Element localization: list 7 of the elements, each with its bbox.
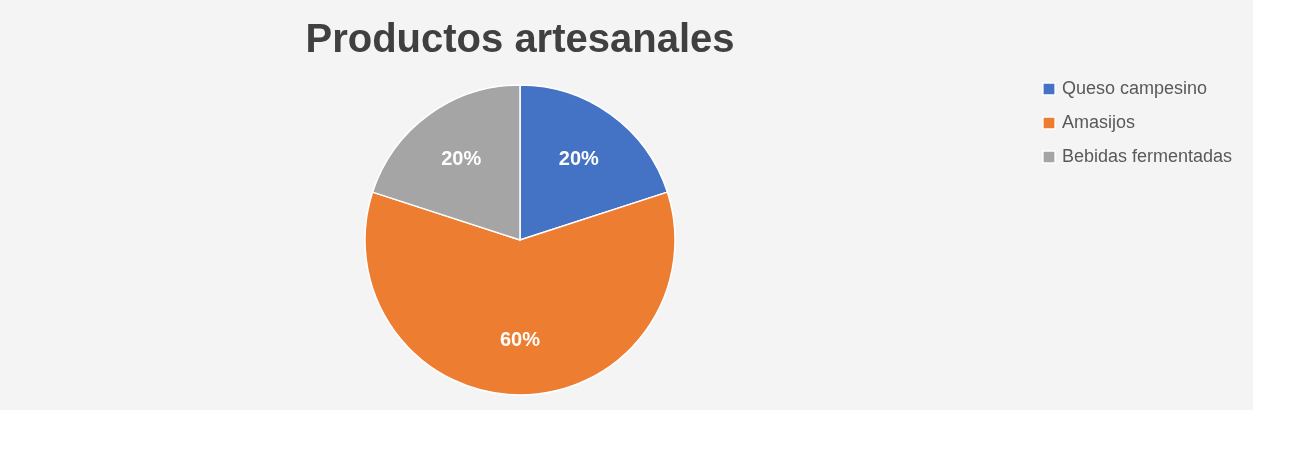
legend-label: Amasijos — [1062, 112, 1136, 132]
legend-label: Bebidas fermentadas — [1062, 146, 1233, 166]
data-label: 60% — [499, 328, 541, 350]
legend-label: Queso campesino — [1062, 78, 1208, 98]
data-label: 20% — [441, 147, 482, 170]
data-label: 20% — [558, 147, 600, 170]
chart-title: Productos artesanales — [305, 16, 735, 60]
